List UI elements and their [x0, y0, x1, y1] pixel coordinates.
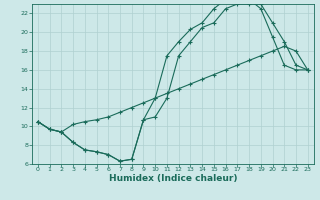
X-axis label: Humidex (Indice chaleur): Humidex (Indice chaleur)	[108, 174, 237, 183]
